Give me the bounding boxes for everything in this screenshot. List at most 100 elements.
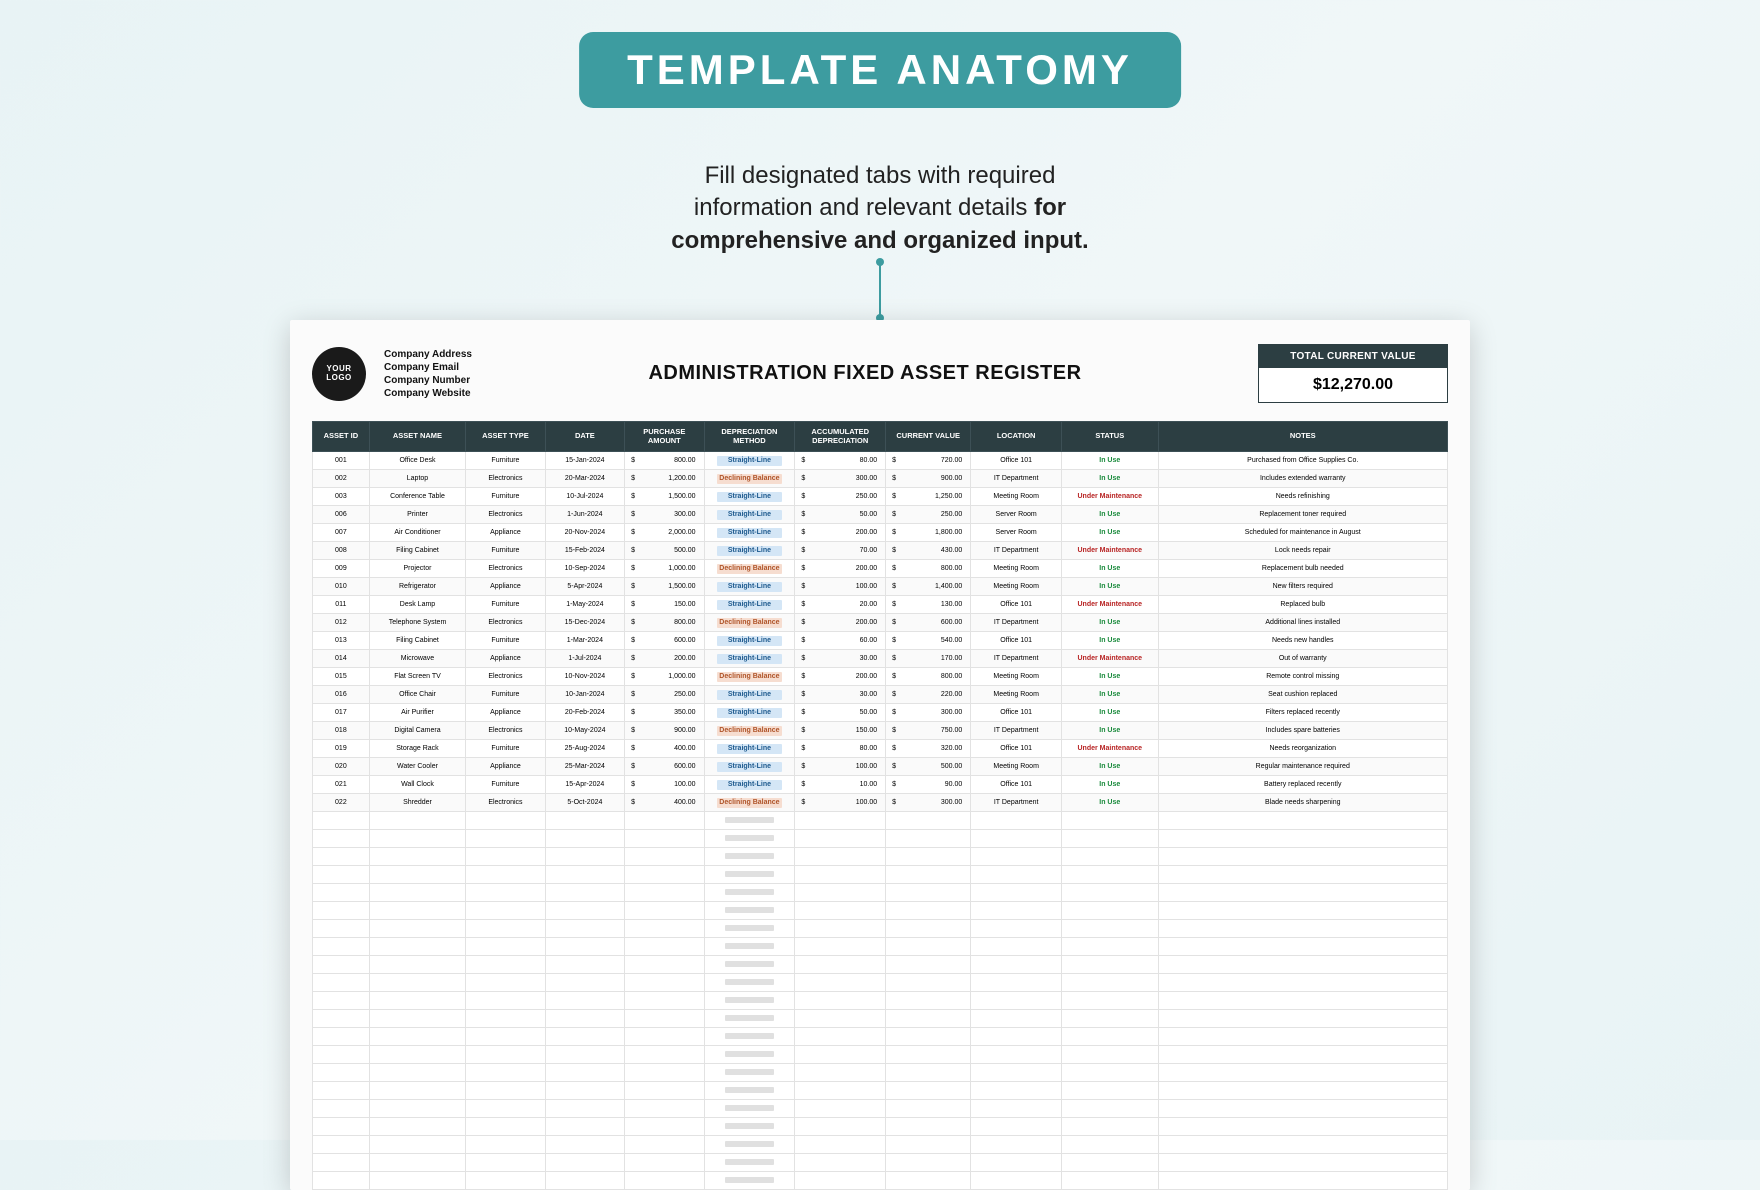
empty-cell <box>1158 1154 1447 1172</box>
column-header: ASSET ID <box>313 422 370 452</box>
empty-cell <box>795 812 886 830</box>
empty-row <box>313 938 1448 956</box>
empty-cell <box>795 1172 886 1190</box>
table-row: 003Conference TableFurniture10-Jul-2024$… <box>313 488 1448 506</box>
table-cell: IT Department <box>971 650 1062 668</box>
table-cell: 012 <box>313 614 370 632</box>
table-cell: $2,000.00 <box>625 524 704 542</box>
status-label: In Use <box>1099 781 1120 788</box>
empty-cell <box>625 956 704 974</box>
empty-cell <box>971 1154 1062 1172</box>
empty-cell <box>971 1046 1062 1064</box>
empty-cell <box>704 956 795 974</box>
table-cell: Additional lines installed <box>1158 614 1447 632</box>
empty-row <box>313 1082 1448 1100</box>
table-cell: In Use <box>1062 704 1158 722</box>
logo-line2: LOGO <box>326 374 352 382</box>
table-cell: IT Department <box>971 614 1062 632</box>
table-cell: $70.00 <box>795 542 886 560</box>
table-cell: In Use <box>1062 470 1158 488</box>
asset-register-table: ASSET IDASSET NAMEASSET TYPEDATEPURCHASE… <box>312 421 1448 1190</box>
empty-cell <box>1158 902 1447 920</box>
empty-cell <box>886 992 971 1010</box>
table-row: 016Office ChairFurniture10-Jan-2024$250.… <box>313 686 1448 704</box>
empty-cell <box>369 1046 465 1064</box>
table-cell: 015 <box>313 668 370 686</box>
table-cell: $10.00 <box>795 776 886 794</box>
empty-cell <box>466 920 545 938</box>
placeholder-bar <box>725 1033 774 1039</box>
empty-cell <box>971 848 1062 866</box>
table-cell: Electronics <box>466 614 545 632</box>
table-cell: New filters required <box>1158 578 1447 596</box>
empty-row <box>313 974 1448 992</box>
table-cell: Electronics <box>466 794 545 812</box>
empty-cell <box>971 1010 1062 1028</box>
table-cell: Declining Balance <box>704 614 795 632</box>
table-cell: 002 <box>313 470 370 488</box>
empty-cell <box>625 902 704 920</box>
table-cell: Out of warranty <box>1158 650 1447 668</box>
table-row: 022ShredderElectronics5-Oct-2024$400.00D… <box>313 794 1448 812</box>
empty-cell <box>795 830 886 848</box>
depreciation-pill: Declining Balance <box>717 474 782 484</box>
table-cell: $100.00 <box>795 758 886 776</box>
status-label: Under Maintenance <box>1077 655 1142 662</box>
depreciation-pill: Straight-Line <box>717 600 782 610</box>
table-cell: Scheduled for maintenance in August <box>1158 524 1447 542</box>
table-cell: $220.00 <box>886 686 971 704</box>
table-cell: $150.00 <box>795 722 886 740</box>
table-cell: In Use <box>1062 722 1158 740</box>
table-cell: $200.00 <box>625 650 704 668</box>
table-cell: $300.00 <box>886 794 971 812</box>
table-cell: Water Cooler <box>369 758 465 776</box>
placeholder-bar <box>725 1159 774 1165</box>
table-row: 007Air ConditionerAppliance20-Nov-2024$2… <box>313 524 1448 542</box>
table-cell: Filters replaced recently <box>1158 704 1447 722</box>
empty-cell <box>886 956 971 974</box>
table-cell: 15-Dec-2024 <box>545 614 624 632</box>
total-value-label: TOTAL CURRENT VALUE <box>1259 345 1447 368</box>
table-cell: Needs refinishing <box>1158 488 1447 506</box>
empty-cell <box>704 1172 795 1190</box>
empty-cell <box>795 992 886 1010</box>
empty-cell <box>313 974 370 992</box>
column-header: DATE <box>545 422 624 452</box>
empty-cell <box>1062 974 1158 992</box>
empty-cell <box>795 1064 886 1082</box>
table-cell: 022 <box>313 794 370 812</box>
table-cell: $600.00 <box>625 758 704 776</box>
placeholder-bar <box>725 943 774 949</box>
table-cell: Appliance <box>466 578 545 596</box>
empty-cell <box>369 992 465 1010</box>
table-cell: $320.00 <box>886 740 971 758</box>
table-cell: 010 <box>313 578 370 596</box>
table-cell: Straight-Line <box>704 542 795 560</box>
table-cell: Declining Balance <box>704 560 795 578</box>
empty-cell <box>886 1046 971 1064</box>
empty-cell <box>625 1136 704 1154</box>
table-cell: $350.00 <box>625 704 704 722</box>
empty-cell <box>1158 812 1447 830</box>
table-cell: Office 101 <box>971 452 1062 470</box>
table-cell: Electronics <box>466 470 545 488</box>
empty-cell <box>795 956 886 974</box>
table-cell: $750.00 <box>886 722 971 740</box>
table-cell: $1,000.00 <box>625 560 704 578</box>
empty-cell <box>466 1064 545 1082</box>
status-label: In Use <box>1099 673 1120 680</box>
depreciation-pill: Declining Balance <box>717 798 782 808</box>
empty-cell <box>704 848 795 866</box>
table-cell: 1-Mar-2024 <box>545 632 624 650</box>
empty-cell <box>466 830 545 848</box>
empty-cell <box>369 812 465 830</box>
empty-cell <box>545 1064 624 1082</box>
empty-cell <box>625 1064 704 1082</box>
table-cell: Appliance <box>466 704 545 722</box>
empty-cell <box>625 884 704 902</box>
empty-cell <box>369 830 465 848</box>
empty-cell <box>1158 956 1447 974</box>
table-cell: $540.00 <box>886 632 971 650</box>
empty-cell <box>1158 1046 1447 1064</box>
table-row: 012Telephone SystemElectronics15-Dec-202… <box>313 614 1448 632</box>
